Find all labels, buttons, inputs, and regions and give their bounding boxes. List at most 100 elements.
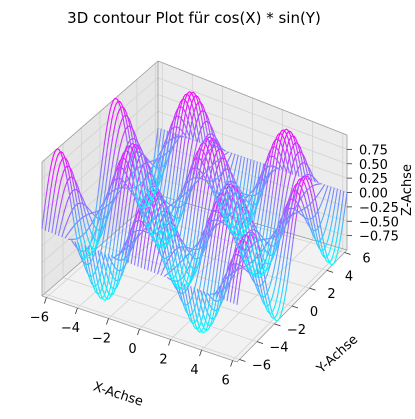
- contour-segment: [284, 166, 287, 173]
- contour-segment: [254, 251, 257, 259]
- contour-segment: [173, 226, 176, 234]
- contour-segment: [195, 158, 199, 166]
- contour-segment: [114, 137, 118, 147]
- contour-segment: [113, 208, 116, 221]
- contour-segment: [282, 226, 286, 232]
- contour-segment: [196, 110, 200, 119]
- contour-segment: [131, 148, 135, 154]
- contour-segment: [104, 180, 108, 193]
- contour-segment: [136, 179, 139, 189]
- contour-segment: [251, 213, 255, 219]
- contour-segment: [79, 237, 83, 246]
- contour-segment: [197, 320, 200, 327]
- contour-segment: [65, 159, 68, 166]
- contour-segment: [187, 192, 190, 199]
- contour-segment: [295, 192, 298, 202]
- grid-line-y-floor: [118, 229, 310, 289]
- contour-segment: [229, 246, 232, 256]
- contour-segment: [208, 218, 212, 227]
- contour-segment: [97, 255, 101, 263]
- contour-segment: [170, 156, 173, 169]
- contour-segment: [89, 216, 93, 222]
- contour-segment: [177, 181, 180, 194]
- contour-segment: [256, 201, 260, 207]
- contour-segment: [199, 125, 202, 136]
- contour-segment: [339, 211, 342, 222]
- contour-segment: [121, 199, 124, 212]
- contour-segment: [103, 133, 107, 145]
- contour-segment: [276, 173, 280, 185]
- contour-segment: [307, 210, 311, 218]
- contour-segment: [210, 128, 214, 136]
- contour-segment: [212, 169, 216, 178]
- contour-segment: [202, 230, 206, 237]
- contour-segment: [233, 245, 237, 253]
- contour-segment: [156, 170, 160, 181]
- contour-segment: [274, 257, 277, 266]
- contour-segment: [220, 146, 223, 151]
- contour-segment: [122, 118, 126, 128]
- contour-segment: [215, 148, 218, 156]
- contour-segment: [273, 193, 277, 206]
- x-axis-title: X-Achse: [91, 380, 145, 410]
- contour-segment: [236, 154, 239, 163]
- contour-segment: [204, 225, 207, 235]
- contour-segment: [277, 135, 280, 142]
- contour-segment: [303, 194, 307, 201]
- contour-segment: [233, 168, 236, 177]
- contour-segment: [190, 277, 194, 282]
- contour-segment: [243, 251, 247, 259]
- contour-segment: [155, 203, 158, 211]
- contour-segment: [218, 248, 221, 260]
- contour-segment: [284, 222, 287, 229]
- contour-segment: [208, 200, 211, 210]
- contour-segment: [237, 228, 241, 234]
- contour-segment: [179, 296, 182, 301]
- contour-segment: [244, 191, 248, 203]
- contour-segment: [170, 120, 174, 126]
- contour-segment: [90, 231, 94, 241]
- contour-segment: [65, 201, 68, 207]
- contour-segment: [325, 239, 329, 246]
- contour-segment: [335, 252, 338, 259]
- contour-segment: [102, 143, 105, 156]
- contour-segment: [202, 163, 206, 173]
- contour-segment: [60, 216, 64, 224]
- contour-segment: [157, 158, 161, 165]
- contour-segment: [285, 160, 289, 168]
- contour-segment: [151, 176, 155, 183]
- contour-segment: [161, 169, 165, 176]
- contour-segment: [238, 255, 242, 266]
- contour-segment: [131, 170, 134, 181]
- contour-segment: [186, 164, 190, 175]
- contour-segment: [227, 254, 231, 264]
- contour-segment: [226, 163, 229, 171]
- contour-segment: [200, 102, 203, 109]
- contour-segment: [124, 146, 127, 152]
- contour-segment: [185, 277, 189, 285]
- contour-segment: [161, 250, 165, 259]
- contour-segment: [236, 172, 240, 182]
- contour-segment: [111, 100, 114, 106]
- contour-segment: [213, 188, 217, 196]
- contour-segment: [168, 235, 172, 242]
- contour-segment: [152, 221, 156, 230]
- contour-segment: [217, 295, 221, 305]
- contour-segment: [79, 192, 82, 199]
- contour-segment: [175, 277, 179, 284]
- contour-segment: [276, 224, 279, 234]
- contour-segment: [220, 192, 223, 202]
- contour-segment: [75, 197, 79, 207]
- contour-segment: [275, 205, 279, 217]
- contour-segment: [137, 211, 141, 220]
- contour-segment: [72, 195, 75, 206]
- contour-segment: [107, 250, 110, 262]
- contour-segment: [212, 235, 216, 247]
- contour-segment: [210, 214, 214, 223]
- contour-segment: [176, 158, 180, 171]
- contour-segment: [147, 228, 150, 233]
- contour-segment: [193, 154, 197, 160]
- contour-segment: [261, 163, 265, 174]
- contour-segment: [289, 145, 293, 154]
- contour-segment: [103, 264, 107, 272]
